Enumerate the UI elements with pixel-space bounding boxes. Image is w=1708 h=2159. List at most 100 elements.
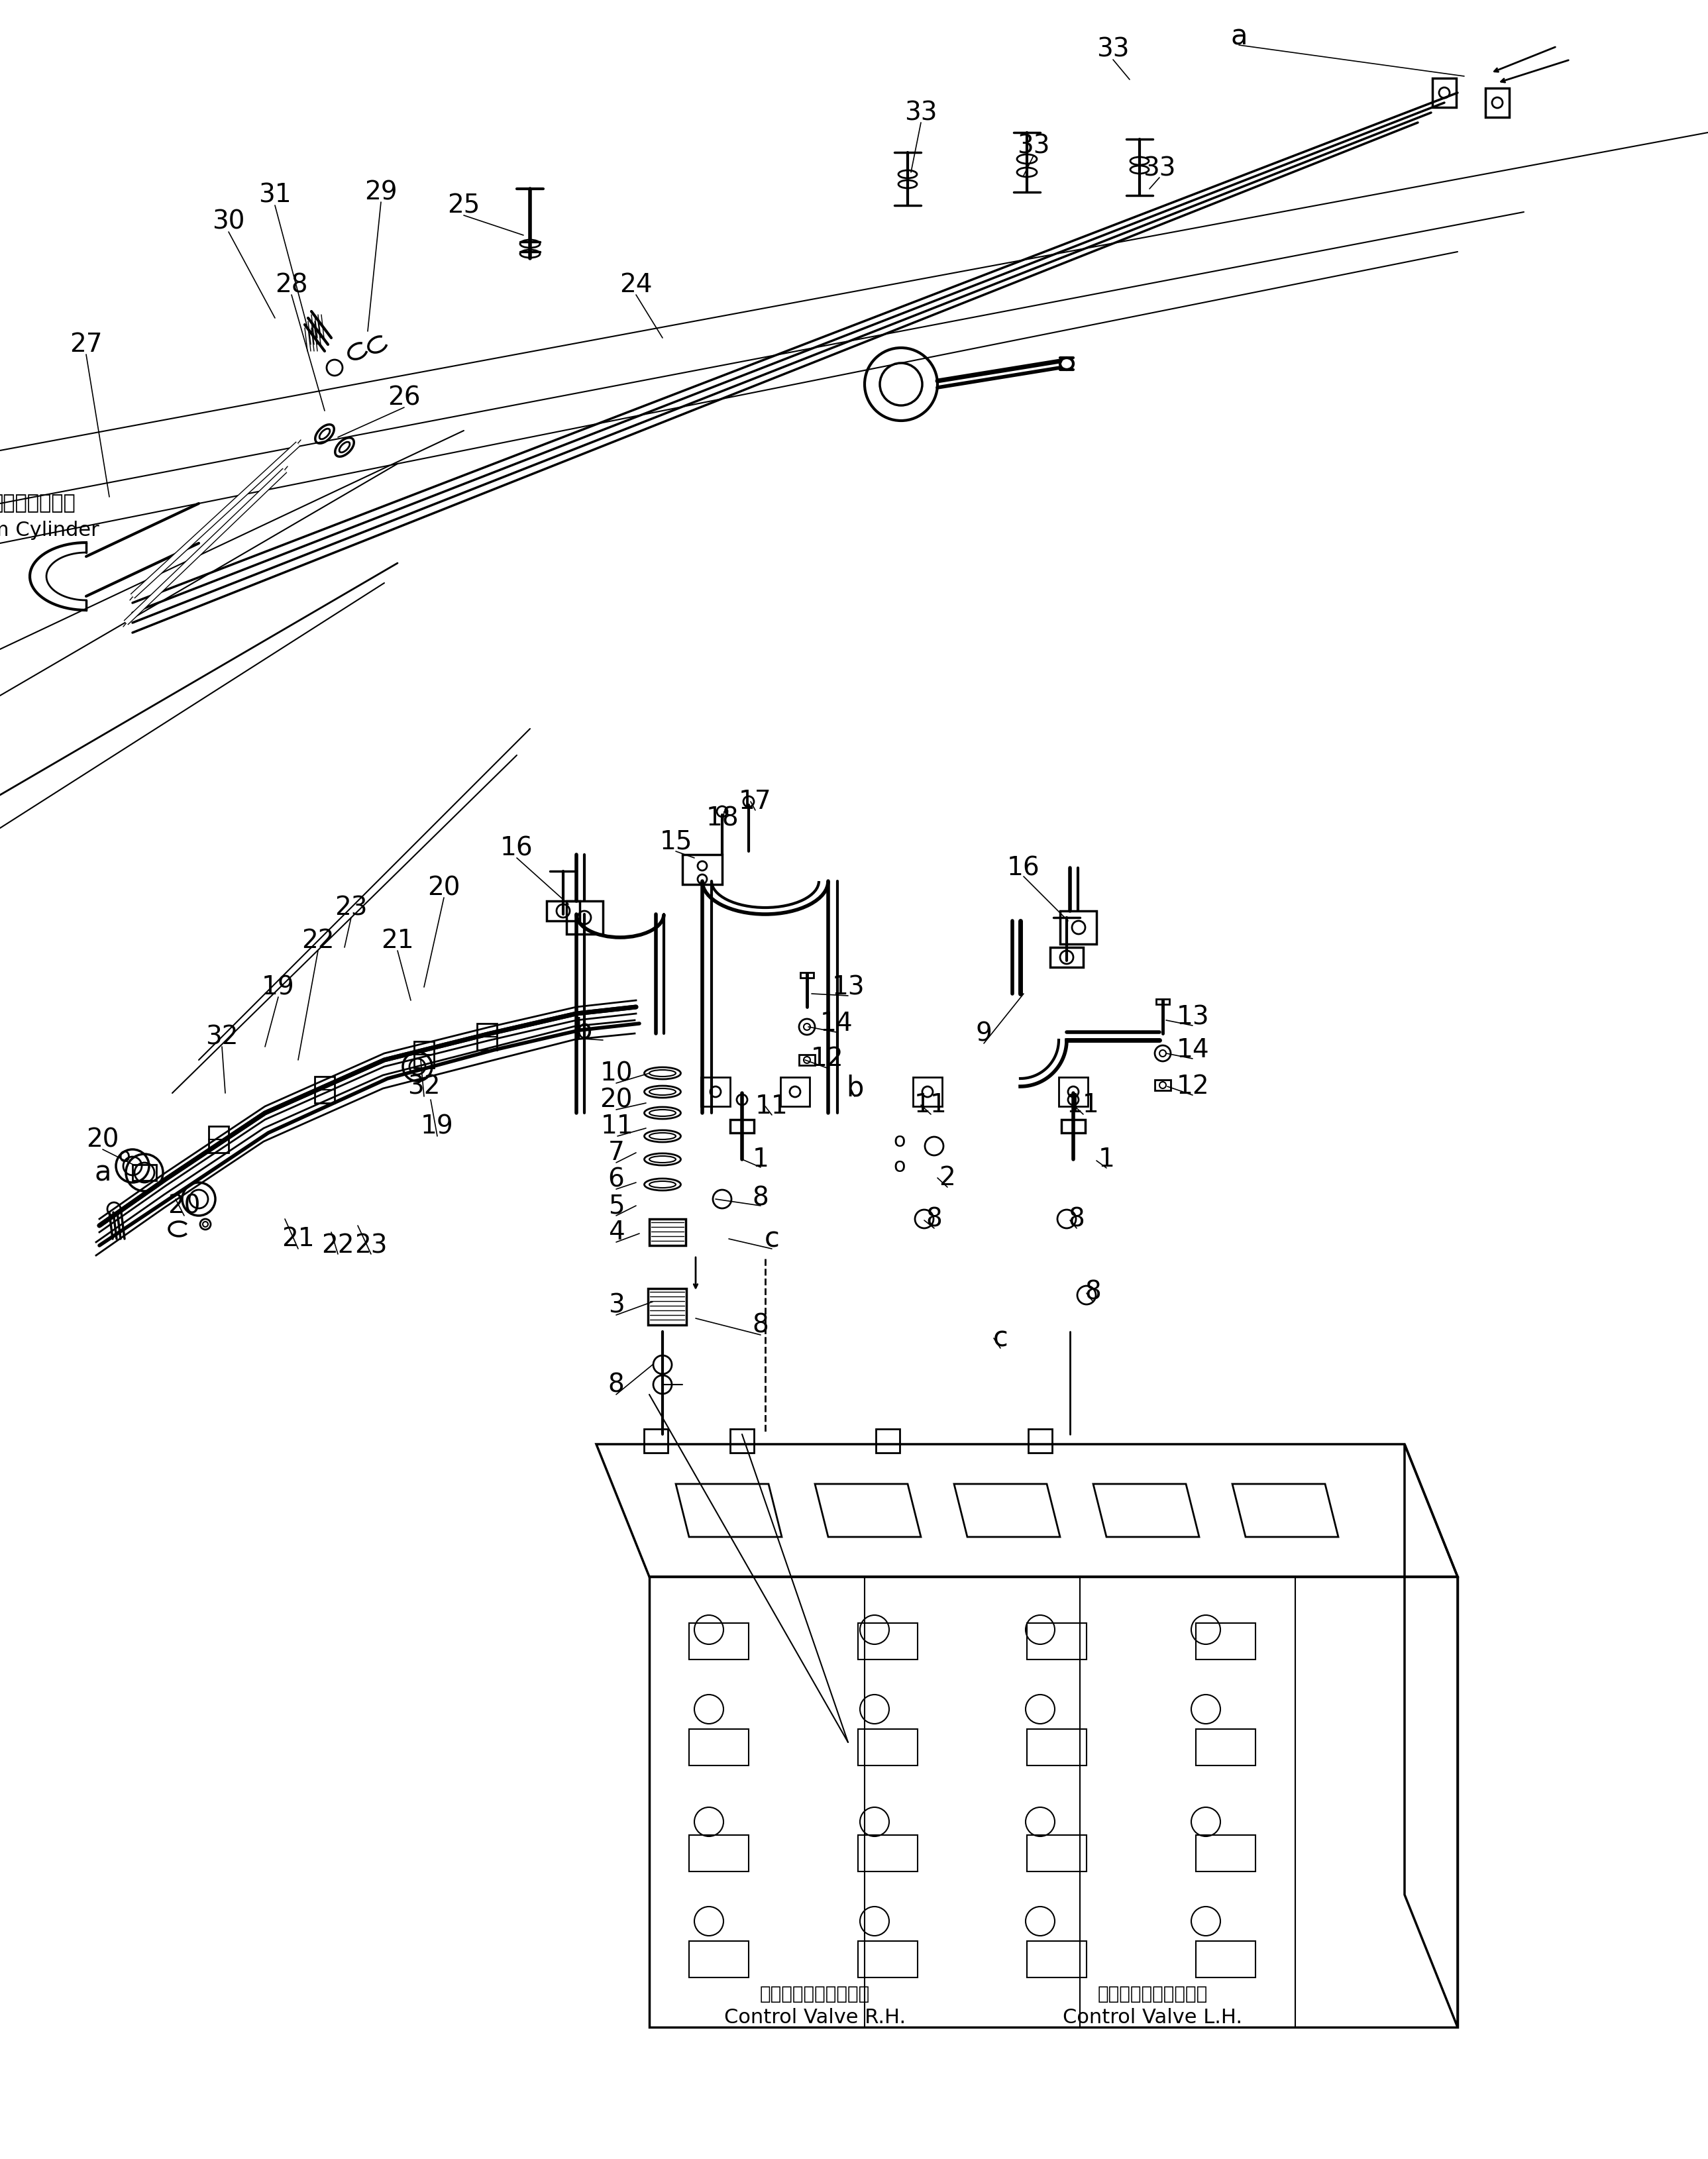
Circle shape [1068, 1095, 1078, 1105]
Text: 17: 17 [740, 788, 772, 814]
Text: o: o [893, 1131, 905, 1151]
Text: 21: 21 [381, 928, 413, 954]
Text: 4: 4 [608, 1220, 625, 1246]
Text: 33: 33 [1018, 134, 1050, 158]
Circle shape [743, 797, 753, 807]
Bar [1196, 1729, 1255, 1766]
Text: 1: 1 [1098, 1146, 1115, 1172]
Text: o: o [893, 1157, 905, 1174]
Bar [857, 1729, 917, 1766]
Bar [1027, 1835, 1086, 1872]
Bar [1027, 1729, 1086, 1766]
Bar [547, 900, 579, 922]
Bar [1050, 948, 1083, 967]
Bar [857, 1624, 917, 1660]
Text: 33: 33 [905, 99, 938, 125]
Bar [801, 972, 813, 978]
Text: 14: 14 [820, 1010, 852, 1036]
Text: 8: 8 [926, 1207, 943, 1231]
Bar [314, 1077, 335, 1103]
Text: 29: 29 [364, 179, 398, 205]
Text: 15: 15 [659, 829, 692, 855]
Text: b: b [845, 1073, 864, 1101]
Text: 23: 23 [355, 1233, 388, 1259]
Text: 1: 1 [752, 1146, 769, 1172]
Text: 23: 23 [335, 896, 367, 920]
Circle shape [1493, 97, 1503, 108]
Text: 20: 20 [87, 1127, 120, 1153]
Text: 11: 11 [914, 1092, 948, 1118]
Text: a: a [1230, 22, 1247, 50]
Text: 7: 7 [608, 1140, 625, 1166]
Text: 8: 8 [753, 1313, 769, 1339]
Bar [649, 1220, 685, 1246]
Bar [1196, 1941, 1255, 1978]
Bar [688, 1941, 748, 1978]
Bar [208, 1127, 229, 1153]
Text: b: b [574, 1017, 591, 1045]
Bar [1028, 1429, 1052, 1453]
Bar [683, 855, 722, 885]
Text: 2: 2 [939, 1166, 955, 1190]
Bar [688, 1624, 748, 1660]
Bar [799, 1054, 815, 1064]
Bar [1486, 89, 1510, 117]
Text: 19: 19 [261, 974, 295, 1000]
Text: 25: 25 [447, 192, 480, 218]
Text: 3: 3 [608, 1293, 625, 1317]
Bar [647, 1289, 687, 1326]
Text: 30: 30 [212, 209, 244, 235]
Bar [1196, 1624, 1255, 1660]
Text: 16: 16 [500, 836, 533, 861]
Text: 10: 10 [600, 1060, 632, 1086]
Text: Control Valve R.H.: Control Valve R.H. [724, 2008, 905, 2027]
Text: 11: 11 [1068, 1092, 1100, 1118]
Text: コントロールバルブ左: コントロールバルブ左 [1098, 1984, 1208, 2004]
Text: Arm Cylinder: Arm Cylinder [0, 520, 99, 540]
Bar [700, 1077, 729, 1105]
Text: 22: 22 [302, 928, 335, 954]
Text: アームシリンダ: アームシリンダ [0, 494, 75, 514]
Bar [729, 1429, 753, 1453]
Bar [413, 1041, 434, 1069]
Text: 28: 28 [275, 272, 307, 298]
Text: 16: 16 [1008, 855, 1040, 881]
Text: 8: 8 [608, 1371, 625, 1397]
Text: 11: 11 [601, 1114, 634, 1138]
Text: 24: 24 [620, 272, 652, 298]
Text: 8: 8 [1069, 1207, 1085, 1231]
Text: 32: 32 [408, 1073, 441, 1099]
Text: a: a [94, 1159, 111, 1187]
Text: 8: 8 [1085, 1280, 1102, 1304]
Text: 9: 9 [975, 1021, 992, 1047]
Bar [729, 1121, 753, 1133]
Text: 26: 26 [388, 384, 420, 410]
Text: 13: 13 [1177, 1004, 1209, 1030]
Text: 20: 20 [600, 1088, 632, 1112]
Bar [1061, 1121, 1085, 1133]
Bar [1061, 911, 1097, 943]
Text: 32: 32 [205, 1023, 239, 1049]
Bar [688, 1835, 748, 1872]
Bar [1433, 78, 1457, 108]
Bar [914, 1077, 943, 1105]
Text: 20: 20 [167, 1194, 200, 1218]
Text: 6: 6 [608, 1166, 625, 1192]
Text: 14: 14 [1177, 1038, 1209, 1062]
Text: 31: 31 [258, 184, 292, 207]
Bar [477, 1023, 497, 1049]
Circle shape [717, 805, 728, 816]
Text: 19: 19 [420, 1114, 454, 1138]
Bar [567, 900, 603, 935]
Text: 33: 33 [1143, 155, 1175, 181]
Text: 22: 22 [321, 1233, 354, 1259]
Text: 12: 12 [1177, 1073, 1209, 1099]
Text: 5: 5 [608, 1194, 625, 1218]
Text: 27: 27 [70, 332, 102, 356]
Bar [857, 1941, 917, 1978]
Bar [688, 1729, 748, 1766]
Bar [1196, 1835, 1255, 1872]
Text: 21: 21 [282, 1226, 314, 1252]
Bar [857, 1835, 917, 1872]
Text: 13: 13 [832, 974, 864, 1000]
